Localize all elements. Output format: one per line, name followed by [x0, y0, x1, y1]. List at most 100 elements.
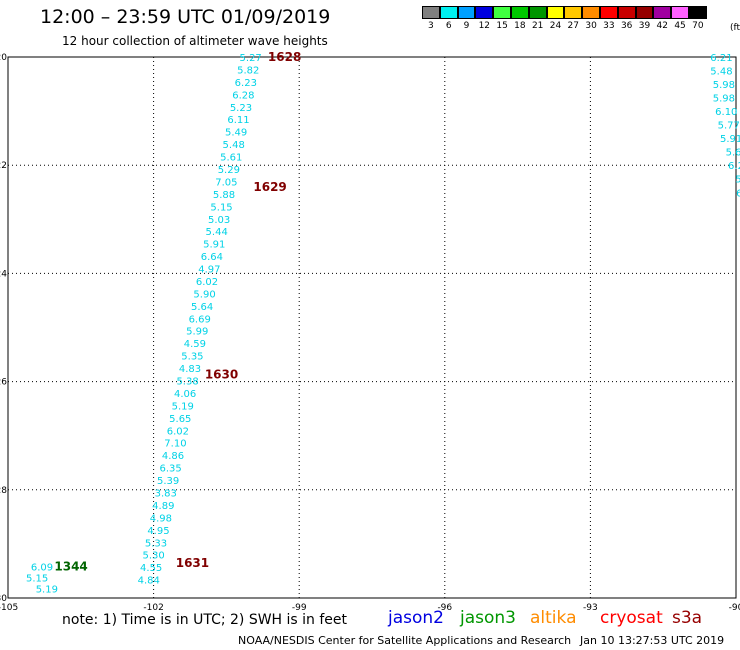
wave-height-value: 6.64 — [201, 252, 223, 263]
wave-height-value: 4.59 — [184, 339, 206, 350]
color-legend-label: 33 — [603, 21, 615, 31]
color-legend-label: 36 — [620, 21, 633, 31]
latitude-tick-label: -24 — [0, 269, 7, 279]
wave-height-value: 5.19 — [172, 401, 194, 412]
color-legend-labels: 3 6 9 12 15 18 21 24 27 30 33 36 39 42 45 70 — [422, 19, 707, 31]
color-legend-swatch — [617, 6, 636, 19]
wave-height-value: 4.95 — [147, 526, 169, 537]
color-legend-swatch — [475, 6, 494, 19]
wave-height-value: 6.69 — [189, 314, 211, 325]
color-legend-label: 21 — [531, 21, 544, 31]
wave-height-value: 5.29 — [218, 165, 240, 176]
color-legend-label: 42 — [656, 21, 668, 31]
wave-height-value: 5 — [735, 175, 740, 186]
color-legend-swatch — [688, 6, 707, 19]
color-legend-swatch — [457, 6, 476, 19]
page-title: 12:00 – 23:59 UTC 01/09/2019 — [40, 6, 331, 28]
pass-time-label: 1344 — [54, 560, 87, 574]
wave-height-value: 5.91 — [203, 240, 225, 251]
wave-height-value: 4.55 — [140, 563, 162, 574]
wave-height-value: 5.48 — [710, 67, 732, 78]
wave-height-value: 5.88 — [213, 190, 235, 201]
wave-height-value: 4.97 — [198, 265, 220, 276]
latitude-tick-label: -22 — [0, 161, 7, 171]
wave-height-value: 5.19 — [36, 584, 58, 595]
wave-height-value: 5.98 — [713, 94, 735, 105]
wave-height-value: 6.23 — [235, 78, 257, 89]
wave-height-value: 6.11 — [227, 115, 249, 126]
longitude-tick-label: -96 — [437, 603, 452, 613]
color-legend-swatches — [422, 6, 707, 19]
wave-height-value: 6.02 — [167, 426, 189, 437]
wave-height-value: 5.48 — [223, 140, 245, 151]
footer-credit: NOAA/NESDIS Center for Satellite Applica… — [238, 634, 572, 647]
latitude-tick-label: -30 — [0, 594, 7, 604]
latitude-tick-label: -20 — [0, 53, 7, 63]
page-subtitle: 12 hour collection of altimeter wave hei… — [62, 34, 328, 48]
color-legend-label: 6 — [445, 21, 452, 31]
color-legend-label: 15 — [496, 21, 508, 31]
wave-height-value: 6.35 — [159, 464, 181, 475]
wave-height-value: 5.91 — [720, 134, 740, 145]
wave-height-value: 5.44 — [206, 227, 228, 238]
wave-height-value: 5.15 — [26, 573, 48, 584]
longitude-tick-label: -105 — [0, 603, 18, 613]
wave-height-value: 5.03 — [208, 215, 230, 226]
color-legend-swatch — [599, 6, 618, 19]
color-legend-label: 27 — [567, 21, 579, 31]
wave-height-value: 5.77 — [718, 121, 740, 132]
wave-height-value: 5.39 — [157, 476, 179, 487]
satellite-legend-jason2: jason2 — [388, 608, 444, 628]
satellite-legend-cryosat: cryosat — [600, 608, 663, 628]
color-legend-swatch — [528, 6, 547, 19]
map-frame — [7, 56, 737, 599]
color-legend-swatch — [493, 6, 511, 19]
color-legend-label: 12 — [478, 21, 491, 31]
wave-height-value: 4.84 — [138, 576, 160, 587]
color-legend-label: 39 — [638, 21, 651, 31]
wave-height-value: 5.64 — [191, 302, 213, 313]
wave-height-value: 5.99 — [186, 327, 208, 338]
wave-height-value: 5.98 — [713, 80, 735, 91]
color-legend-swatch — [510, 6, 529, 19]
satellite-legend-altika: altika — [530, 608, 577, 628]
pass-time-label: 1631 — [176, 556, 209, 570]
wave-height-value: 5.49 — [225, 128, 247, 139]
wave-height-value: 5.61 — [220, 153, 242, 164]
wave-height-value: 4.98 — [150, 513, 172, 524]
wave-height-value: 5.65 — [169, 414, 191, 425]
color-legend-swatch — [635, 6, 654, 19]
wave-height-value: 4.89 — [152, 501, 174, 512]
footer-timestamp: Jan 10 13:27:53 UTC 2019 — [580, 634, 725, 647]
wave-height-value: 4.06 — [174, 389, 196, 400]
pass-time-label: 1628 — [268, 50, 301, 64]
wave-height-value: 3.83 — [155, 489, 177, 500]
color-legend-unit: (ft) — [730, 23, 740, 33]
wave-height-value: 5.23 — [230, 103, 252, 114]
color-legend-label: 30 — [585, 21, 597, 31]
wave-height-value: 5.35 — [181, 352, 203, 363]
latitude-tick-label: -28 — [0, 486, 7, 496]
footer-note: note: 1) Time is in UTC; 2) SWH is in fe… — [62, 612, 348, 628]
wave-height-value: 6. — [736, 188, 740, 199]
wave-height-value: 6.21 — [710, 53, 732, 64]
wave-height-value: 7.05 — [215, 177, 237, 188]
satellite-legend-jason3: jason3 — [460, 608, 516, 628]
color-legend-swatch — [564, 6, 583, 19]
satellite-legend-s3a: s3a — [672, 608, 703, 628]
longitude-tick-label: -99 — [292, 603, 307, 613]
color-legend-label: 9 — [463, 21, 470, 31]
wave-height-value: 4.83 — [179, 364, 201, 375]
pass-time-label: 1629 — [253, 180, 286, 194]
wave-height-value: 5.30 — [142, 551, 164, 562]
wave-height-value: 5.27 — [240, 53, 262, 64]
wave-height-value: 5.6 — [726, 148, 740, 159]
longitude-tick-label: -90 — [729, 603, 740, 613]
color-legend-swatch — [422, 6, 440, 19]
color-legend: 3 6 9 12 15 18 21 24 27 30 33 36 39 42 45 70 — [422, 6, 707, 31]
color-legend-swatch — [582, 6, 600, 19]
wave-height-value: 5.82 — [237, 65, 259, 76]
longitude-tick-label: -102 — [143, 603, 163, 613]
color-legend-label: 3 — [428, 21, 434, 31]
